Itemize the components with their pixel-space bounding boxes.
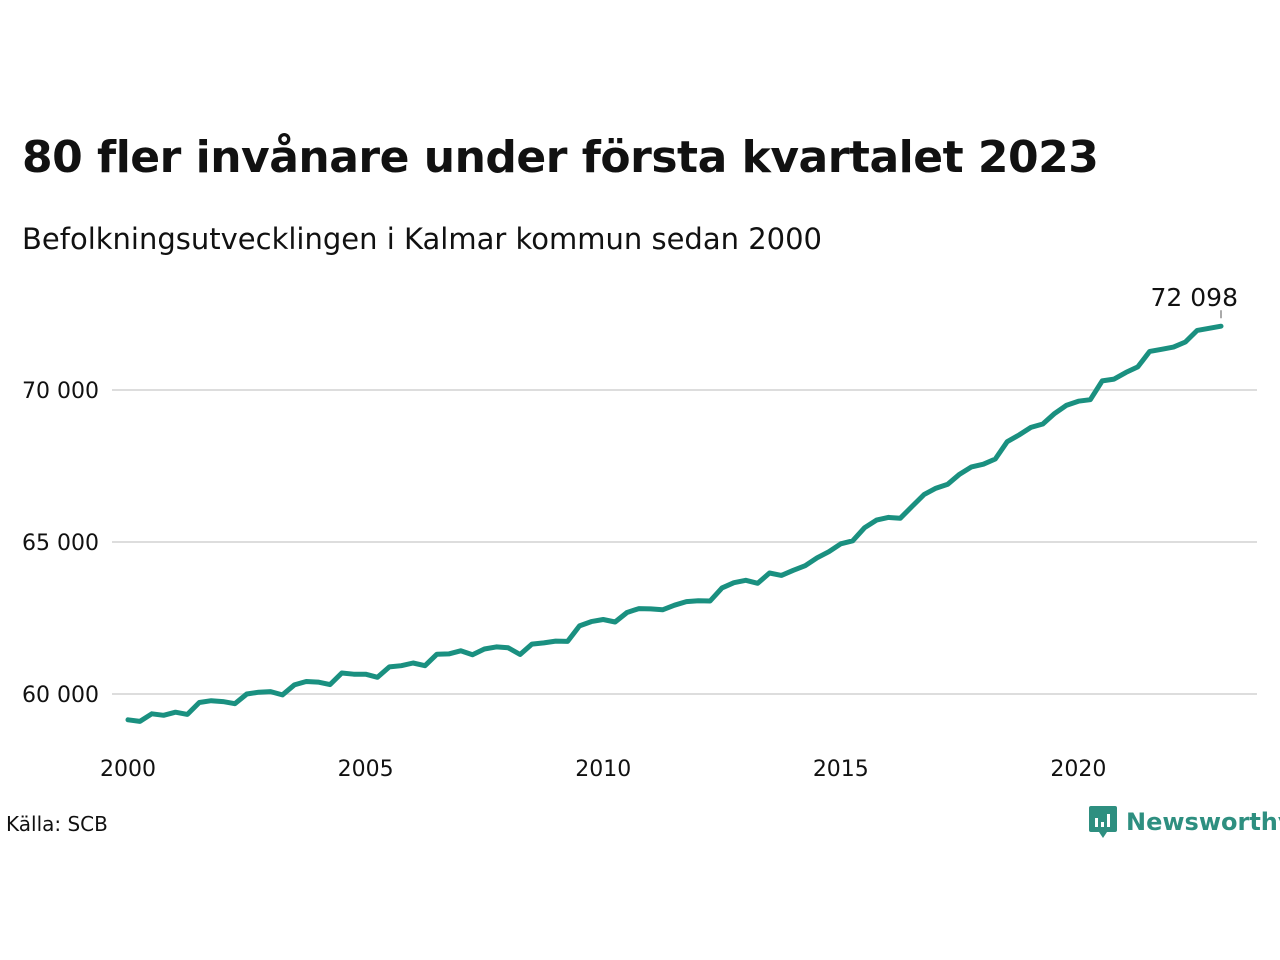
x-axis-tick-labels: 2000 2005 2010 2015 2020 xyxy=(100,757,1106,782)
y-axis-tick-labels: 60 000 65 000 70 000 xyxy=(22,379,99,708)
y-tick-label: 65 000 xyxy=(22,531,99,556)
x-tick-label: 2010 xyxy=(575,757,631,782)
last-value-label: 72 098 xyxy=(1151,283,1238,312)
chart-subtitle: Befolkningsutvecklingen i Kalmar kommun … xyxy=(22,222,822,256)
x-tick-label: 2015 xyxy=(813,757,869,782)
x-tick-label: 2005 xyxy=(338,757,394,782)
newsworthy-logo-icon xyxy=(1089,806,1117,838)
last-value-annotation: 72 098 xyxy=(1151,283,1238,319)
brand-logo[interactable]: Newsworthy xyxy=(1088,804,1280,840)
y-tick-label: 70 000 xyxy=(22,379,99,404)
series-group xyxy=(125,323,1224,724)
chart-title: 80 fler invånare under första kvartalet … xyxy=(22,132,1099,183)
source-note: Källa: SCB xyxy=(6,812,108,836)
series-line xyxy=(125,323,1224,724)
x-tick-label: 2020 xyxy=(1050,757,1106,782)
grid-lines xyxy=(112,389,1257,695)
y-tick-label: 60 000 xyxy=(22,683,99,708)
brand-name: Newsworthy xyxy=(1126,808,1280,836)
x-tick-label: 2000 xyxy=(100,757,156,782)
